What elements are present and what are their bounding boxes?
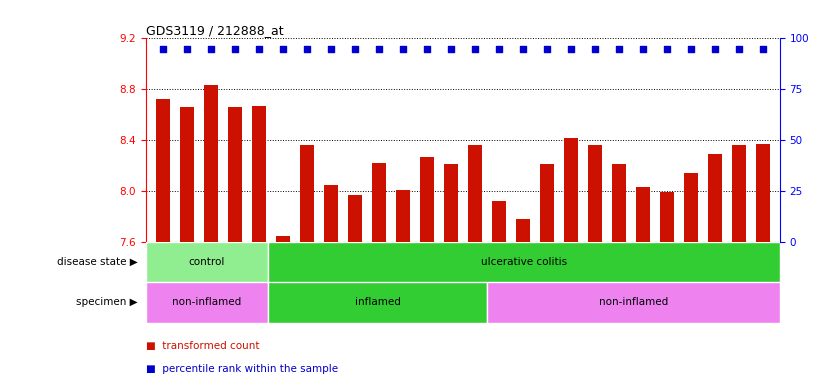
Point xyxy=(180,46,193,52)
Bar xyxy=(203,86,218,242)
Point xyxy=(300,46,314,52)
Bar xyxy=(228,107,242,242)
Point xyxy=(492,46,505,52)
Point xyxy=(204,46,218,52)
Bar xyxy=(179,107,194,242)
Point xyxy=(540,46,554,52)
Text: control: control xyxy=(188,257,225,267)
Bar xyxy=(268,242,780,282)
Bar xyxy=(348,195,362,242)
Bar xyxy=(146,242,268,282)
Point xyxy=(156,46,169,52)
Point xyxy=(636,46,650,52)
Bar xyxy=(487,282,780,323)
Bar xyxy=(299,145,314,242)
Bar xyxy=(444,164,458,242)
Point xyxy=(372,46,385,52)
Point xyxy=(516,46,530,52)
Bar xyxy=(468,145,482,242)
Point xyxy=(565,46,578,52)
Point xyxy=(324,46,338,52)
Bar xyxy=(268,282,487,323)
Bar xyxy=(731,145,746,242)
Bar xyxy=(660,192,674,242)
Bar xyxy=(146,282,268,323)
Point xyxy=(612,46,626,52)
Point xyxy=(708,46,721,52)
Bar xyxy=(252,106,266,242)
Text: specimen ▶: specimen ▶ xyxy=(76,297,138,308)
Bar xyxy=(540,164,554,242)
Bar xyxy=(684,173,698,242)
Text: ■  percentile rank within the sample: ■ percentile rank within the sample xyxy=(146,364,338,374)
Text: disease state ▶: disease state ▶ xyxy=(57,257,138,267)
Text: inflamed: inflamed xyxy=(354,297,400,308)
Point xyxy=(468,46,481,52)
Text: non-inflamed: non-inflamed xyxy=(599,297,668,308)
Bar xyxy=(395,190,410,242)
Point xyxy=(396,46,409,52)
Point xyxy=(229,46,242,52)
Bar xyxy=(636,187,651,242)
Point xyxy=(732,46,746,52)
Bar xyxy=(275,235,290,242)
Bar xyxy=(420,157,434,242)
Bar xyxy=(708,154,722,242)
Point xyxy=(684,46,697,52)
Text: GDS3119 / 212888_at: GDS3119 / 212888_at xyxy=(146,24,284,37)
Bar xyxy=(515,219,530,242)
Point xyxy=(445,46,458,52)
Text: non-inflamed: non-inflamed xyxy=(173,297,242,308)
Text: ■  transformed count: ■ transformed count xyxy=(146,341,259,351)
Point xyxy=(420,46,434,52)
Point xyxy=(276,46,289,52)
Bar xyxy=(564,137,578,242)
Bar xyxy=(156,99,170,242)
Bar xyxy=(611,164,626,242)
Bar xyxy=(492,201,506,242)
Point xyxy=(348,46,361,52)
Bar xyxy=(324,185,338,242)
Bar xyxy=(756,144,770,242)
Text: ulcerative colitis: ulcerative colitis xyxy=(480,257,567,267)
Point xyxy=(661,46,674,52)
Point xyxy=(588,46,601,52)
Bar xyxy=(588,145,602,242)
Bar xyxy=(372,163,386,242)
Point xyxy=(756,46,770,52)
Point xyxy=(252,46,265,52)
